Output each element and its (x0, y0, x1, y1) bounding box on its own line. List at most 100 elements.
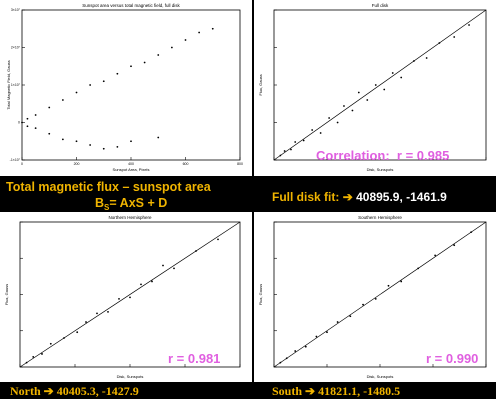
data-point (343, 105, 345, 107)
data-point (157, 136, 160, 139)
data-point (362, 303, 364, 306)
chart-northern-hemisphere: Northern Hemisphere Disk, Sunspots Flux, G… (4, 215, 241, 379)
y-axis-label: Flux, Gauss (258, 284, 263, 305)
data-point (157, 54, 160, 56)
data-point (387, 284, 390, 287)
data-point (400, 76, 403, 79)
plot-frame (21, 9, 241, 161)
x-axis-label: Disk, Sunspots (367, 374, 394, 379)
chart-title: Sunspot area versus total magnetic field… (82, 3, 180, 8)
data-point (391, 72, 394, 74)
x-tick-label: 0 (21, 162, 23, 166)
data-point (34, 127, 37, 130)
data-point (319, 132, 322, 134)
southern-r-value: r = 0.990 (426, 351, 479, 366)
x-tick-label: 200 (74, 162, 80, 166)
x-tick-label: 800 (237, 162, 243, 166)
data-point (116, 145, 119, 148)
caption-north-fit: North ➔ 40405.3, -1427.9 (10, 384, 139, 398)
data-point (143, 61, 146, 64)
y-tick-label: -1×10⁷ (10, 158, 21, 162)
y-tick-label: 0 (18, 121, 20, 125)
x-axis-label: Disk, Sunspots (117, 374, 144, 379)
correlation-annotation: Correlation: (316, 148, 390, 163)
x-tick-label: 400 (128, 162, 134, 166)
data-point (351, 109, 354, 112)
right-arrow-icon: ➔ (305, 384, 316, 398)
y-tick-label: 1×10⁷ (11, 83, 21, 87)
data-point (315, 335, 318, 338)
chart-panel-sunspot-area: Sunspot area versus total magnetic field… (0, 0, 252, 176)
data-point (366, 99, 369, 101)
data-point (26, 117, 29, 120)
data-point (130, 65, 132, 68)
data-point (48, 106, 51, 109)
data-point (173, 267, 175, 270)
data-point (170, 46, 173, 49)
data-point (116, 72, 119, 75)
x-tick-label: 600 (183, 162, 189, 166)
data-point (198, 31, 201, 34)
chart-panel-northern: Northern Hemisphere Disk, Sunspots Flux, G… (0, 212, 252, 382)
data-point (61, 138, 64, 141)
chart-title: Northern Hemisphere (108, 215, 152, 220)
data-point (294, 350, 297, 352)
y-tick-label: 3×10⁷ (11, 8, 21, 12)
data-point (294, 141, 297, 143)
data-point (118, 297, 120, 300)
data-point (130, 140, 132, 143)
y-axis-label: Total Magnetic Field, Gauss (6, 60, 11, 109)
data-point (48, 132, 51, 135)
data-point (89, 144, 92, 146)
data-point (326, 331, 328, 334)
data-point (336, 321, 339, 323)
data-point (107, 311, 109, 313)
data-point (96, 312, 98, 315)
data-point (374, 297, 377, 300)
data-point (304, 345, 307, 348)
data-point (26, 125, 29, 128)
y-axis-label: Flux, Gauss (258, 74, 263, 95)
data-point (184, 39, 187, 41)
x-axis-label: Disk, Sunspots (367, 167, 394, 172)
fit-line (19, 221, 241, 368)
data-point (76, 331, 79, 334)
data-point (102, 147, 105, 150)
right-arrow-icon: ➔ (43, 384, 54, 398)
data-point (162, 264, 164, 267)
data-point (328, 117, 331, 119)
data-point (357, 91, 360, 94)
data-point (290, 148, 292, 151)
fit-line (273, 9, 487, 161)
chart-panel-full-disk: Full disk Disk, Sunspots Flux, Gauss Corre… (254, 0, 496, 176)
data-point (302, 139, 305, 142)
caption-equation: BS= AxS + D (95, 196, 168, 212)
data-point (75, 140, 78, 143)
chart-title: Southern Hemisphere (358, 215, 402, 220)
data-point (400, 280, 403, 283)
chart-southern-hemisphere: Southern Hemisphere Disk, Sunspots Flux, G… (258, 215, 487, 379)
data-point (336, 121, 339, 124)
data-point (453, 244, 456, 247)
y-tick-label: 2×10⁷ (11, 46, 21, 50)
data-point (383, 88, 386, 91)
y-axis-label: Flux, Gauss (4, 284, 9, 305)
data-point (85, 321, 87, 323)
x-axis-label: Sunspot Area, Pixels (113, 167, 150, 172)
correlation-label: Correlation: r = 0.985 (316, 148, 449, 163)
chart-panel-southern: Southern Hemisphere Disk, Sunspots Flux, G… (254, 212, 496, 382)
data-point (211, 27, 214, 30)
data-point (425, 57, 428, 59)
data-point (140, 283, 142, 286)
caption-full-disk-fit: Full disk fit: ➔ 40895.9, -1461.9 (272, 190, 447, 204)
data-point (217, 238, 219, 241)
right-arrow-icon: ➔ (342, 190, 353, 204)
data-point (32, 355, 35, 358)
data-point (75, 91, 78, 94)
data-point (21, 121, 23, 124)
data-point (129, 296, 131, 299)
data-point (311, 129, 314, 131)
caption-total-flux: Total magnetic flux – sunspot area (6, 180, 211, 194)
data-point (89, 84, 92, 86)
data-point (61, 99, 64, 101)
